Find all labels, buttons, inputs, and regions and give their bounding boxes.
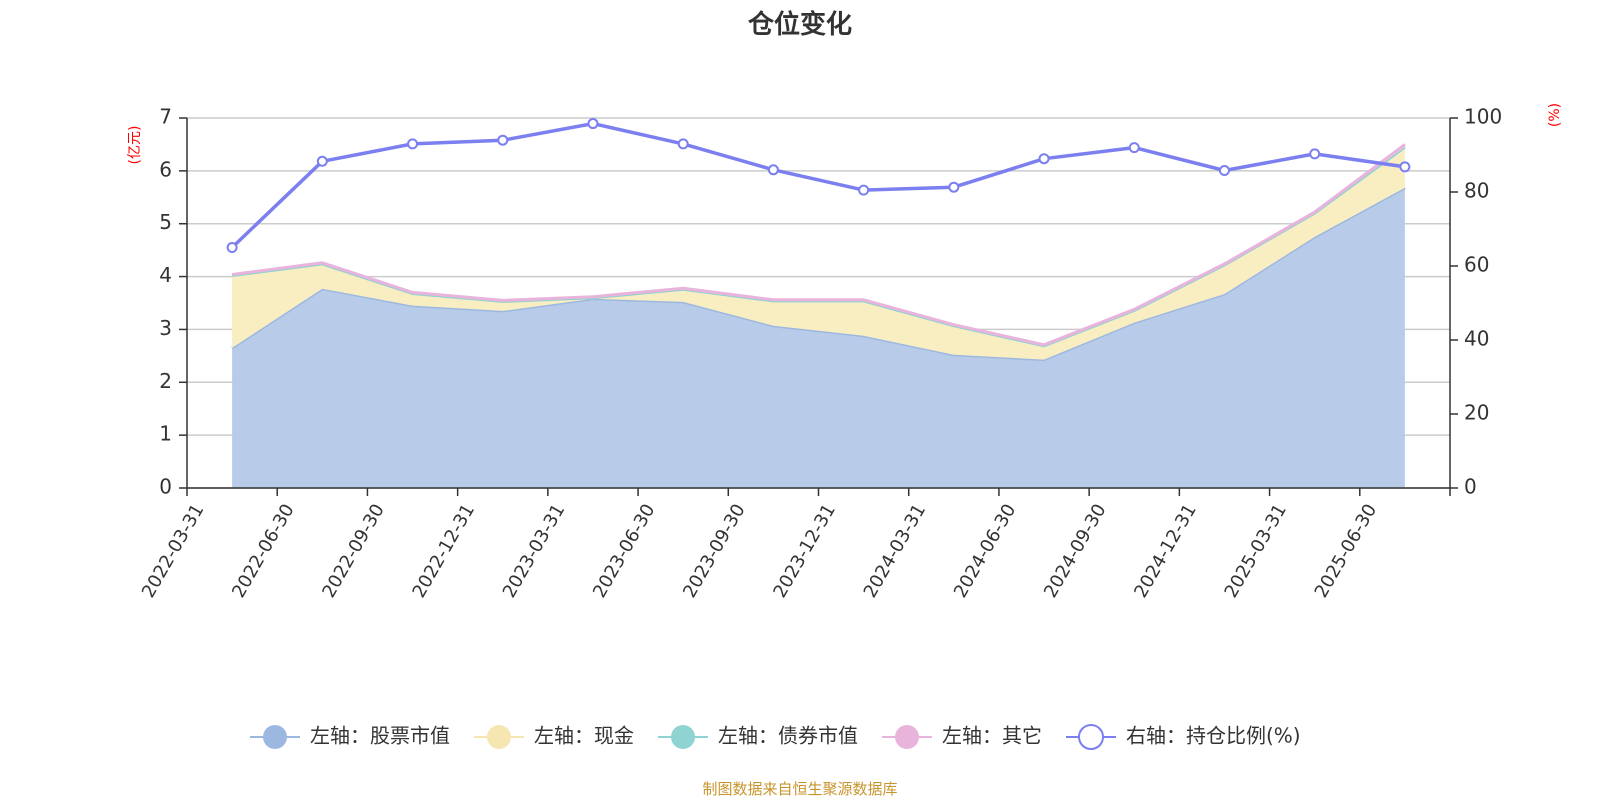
x-axis-tick-label: 2022-09-30 — [318, 500, 388, 601]
ratio-point — [316, 155, 328, 167]
legend: 左轴：股票市值 左轴：现金 左轴：债券市值 左轴：其它 右轴：持仓比例(%) — [250, 724, 1301, 750]
left-unit-label: (亿元) — [127, 126, 143, 165]
x-axis-tick-label: 2024-06-30 — [950, 500, 1020, 601]
ratio-point — [677, 138, 689, 150]
x-axis-tick-label: 2023-09-30 — [679, 500, 749, 601]
legend-label: 左轴：现金 — [534, 724, 634, 748]
left-axis-tick-label: 3 — [159, 316, 172, 340]
ratio-point — [767, 164, 779, 176]
area-line-series-4 — [231, 143, 1406, 347]
ratio-point — [948, 181, 960, 193]
x-axis-tick-label: 2023-03-31 — [499, 500, 569, 601]
ratio-point — [407, 138, 419, 150]
x-axis-tick-label: 2024-03-31 — [860, 500, 930, 601]
x-axis-tick-label: 2022-03-31 — [138, 500, 208, 601]
legend-item: 左轴：其它 — [882, 724, 1042, 749]
line-series — [226, 118, 1411, 253]
left-axis-tick-label: 1 — [159, 422, 172, 446]
legend-label: 左轴：其它 — [942, 724, 1042, 748]
legend-marker — [671, 725, 695, 749]
area-series — [231, 143, 1406, 489]
legend-marker — [895, 725, 919, 749]
legend-marker — [487, 725, 511, 749]
ratio-point — [1309, 148, 1321, 160]
ratio-point — [226, 242, 238, 253]
right-axis-tick-label: 60 — [1464, 253, 1489, 277]
x-axis-tick-label: 2025-06-30 — [1311, 500, 1381, 601]
ratio-point — [587, 118, 599, 130]
x-axis-tick-label: 2022-12-31 — [409, 500, 479, 601]
legend-item: 左轴：股票市值 — [250, 724, 450, 749]
ratio-point — [1128, 142, 1140, 154]
left-axis-tick-label: 0 — [159, 475, 172, 499]
x-axis-tick-label: 2024-12-31 — [1130, 500, 1200, 601]
legend-marker — [263, 725, 287, 749]
right-axis-tick-label: 0 — [1464, 475, 1477, 499]
legend-item: 右轴：持仓比例(%) — [1066, 724, 1301, 750]
x-axis-tick-label: 2023-12-31 — [769, 500, 839, 601]
legend-label: 右轴：持仓比例(%) — [1126, 724, 1301, 748]
right-axis-tick-label: 20 — [1464, 401, 1489, 425]
right-axis-tick-label: 100 — [1464, 105, 1502, 129]
right-unit-label: (%) — [1547, 103, 1563, 127]
ratio-point — [1399, 161, 1411, 173]
legend-item: 左轴：债券市值 — [658, 724, 858, 749]
area-fill-series-1 — [232, 187, 1405, 489]
ratio-point — [1038, 153, 1050, 165]
ratio-point — [497, 134, 509, 146]
legend-label: 左轴：债券市值 — [718, 724, 858, 748]
legend-marker-hollow — [1078, 724, 1104, 750]
x-axis-tick-label: 2025-03-31 — [1220, 500, 1290, 601]
ratio-point — [1218, 165, 1230, 177]
left-axis-tick-label: 2 — [159, 369, 172, 393]
x-axis-tick-label: 2024-09-30 — [1040, 500, 1110, 601]
x-axis-tick-label: 2022-06-30 — [228, 500, 298, 601]
left-axis-tick-label: 7 — [159, 105, 172, 129]
ratio-point — [858, 184, 870, 196]
data-source-note: 制图数据来自恒生聚源数据库 — [702, 780, 897, 798]
ratio-line — [230, 121, 1406, 249]
left-axis-tick-label: 5 — [159, 210, 172, 234]
x-axis-tick-label: 2023-06-30 — [589, 500, 659, 601]
left-axis-tick-label: 6 — [159, 157, 172, 181]
chart-title: 仓位变化 — [747, 9, 852, 40]
left-axis-tick-label: 4 — [159, 263, 172, 287]
legend-label: 左轴：股票市值 — [310, 724, 450, 748]
legend-item: 左轴：现金 — [474, 724, 634, 749]
right-axis-tick-label: 40 — [1464, 327, 1489, 351]
right-axis-tick-label: 80 — [1464, 179, 1489, 203]
area-fill-series-2 — [232, 147, 1405, 360]
